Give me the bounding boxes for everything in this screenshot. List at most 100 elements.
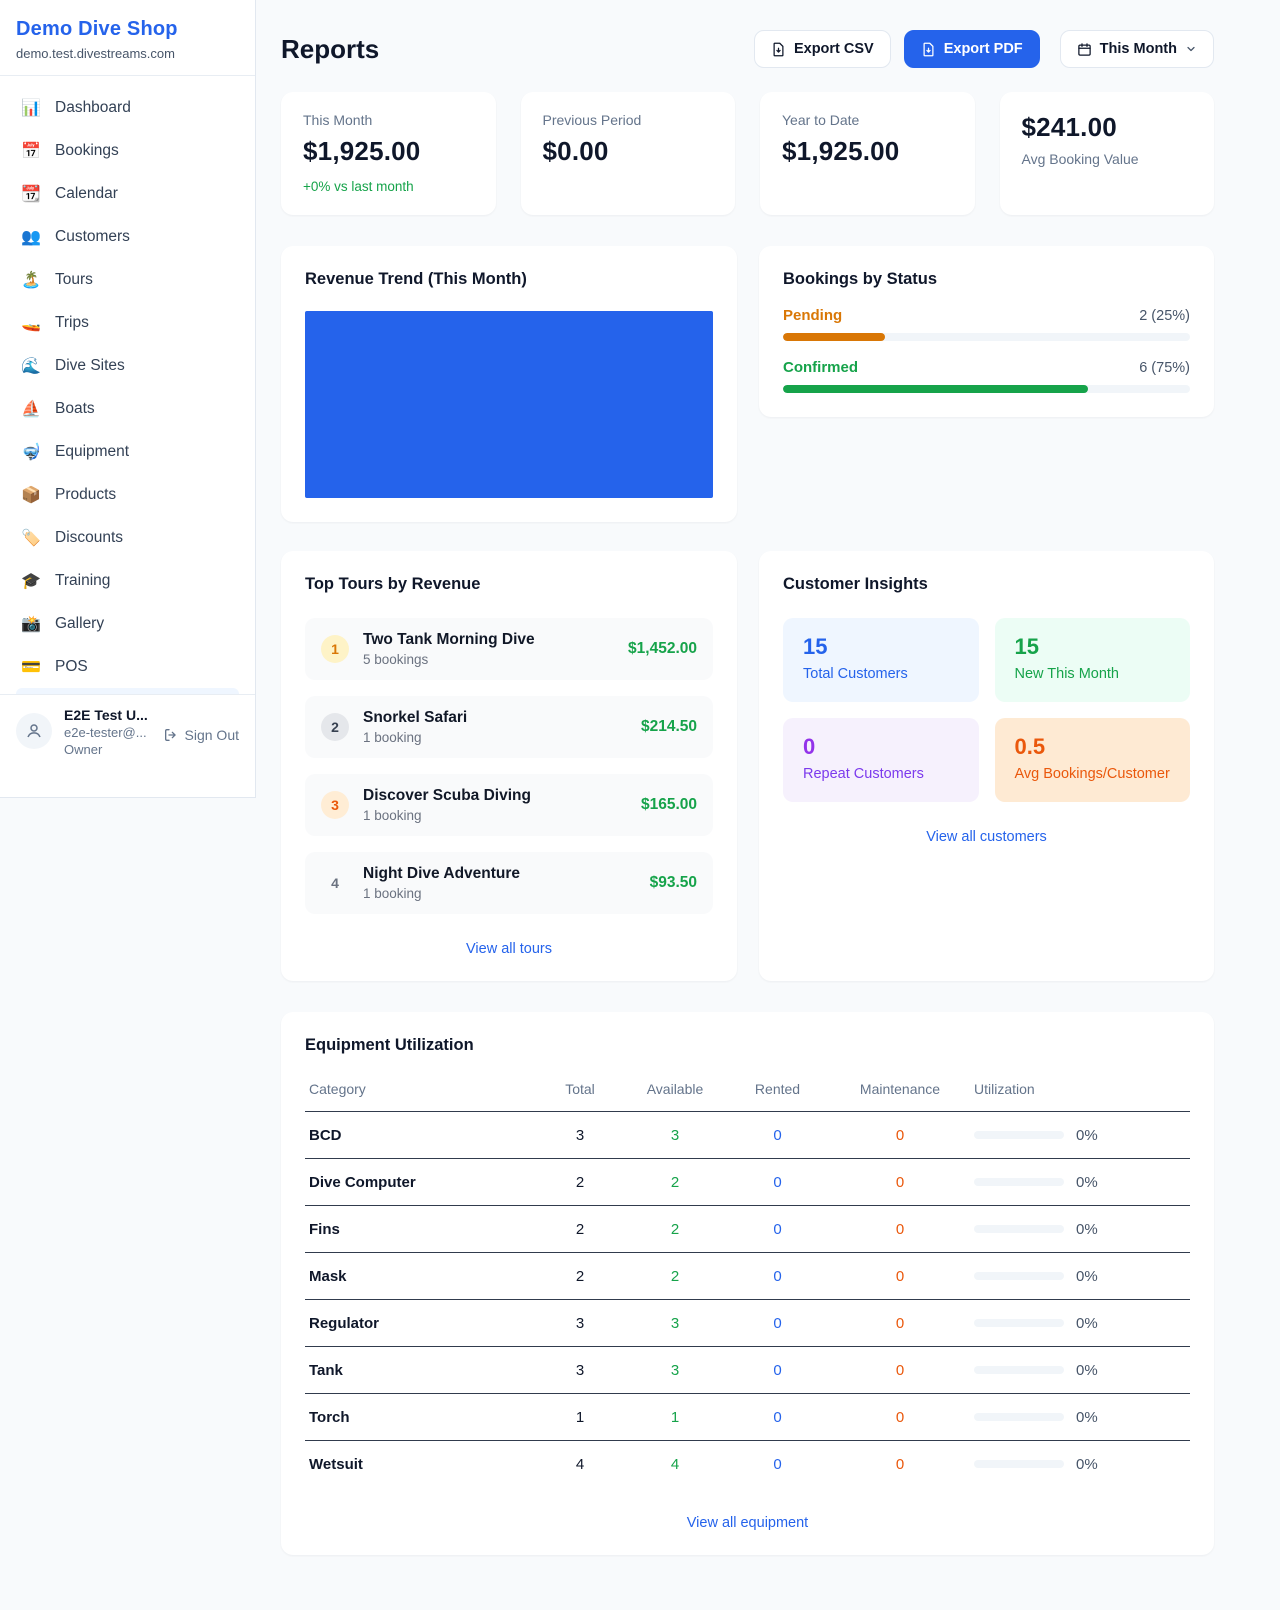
utilization-bar xyxy=(974,1131,1064,1139)
sidebar-user-footer: E2E Test U... e2e-tester@... Owner Sign … xyxy=(0,694,255,769)
cell-available: 4 xyxy=(670,1455,680,1473)
sidebar-item-trips[interactable]: 🚤 Trips xyxy=(8,301,247,344)
cell-category: Mask xyxy=(305,1252,535,1300)
cell-category: Fins xyxy=(305,1205,535,1253)
sidebar-item-training[interactable]: 🎓 Training xyxy=(8,559,247,602)
sidebar-item-boats[interactable]: ⛵ Boats xyxy=(8,387,247,430)
status-label: Confirmed xyxy=(783,359,858,376)
wave-icon: 🌊 xyxy=(21,357,41,375)
camera-icon: 📸 xyxy=(21,615,41,633)
stat-label: Year to Date xyxy=(782,112,860,128)
sidebar-item-tours[interactable]: 🏝️ Tours xyxy=(8,258,247,301)
view-all-tours-link[interactable]: View all tours xyxy=(466,941,552,957)
top-tours-title: Top Tours by Revenue xyxy=(305,575,481,593)
tour-bookings: 1 booking xyxy=(363,730,422,745)
sidebar: Demo Dive Shop demo.test.divestreams.com… xyxy=(0,0,256,798)
cell-total: 2 xyxy=(535,1252,625,1300)
sidebar-item-bookings[interactable]: 📅 Bookings xyxy=(8,129,247,172)
sign-out-button[interactable]: Sign Out xyxy=(163,727,239,743)
revenue-trend-title: Revenue Trend (This Month) xyxy=(305,270,527,288)
sidebar-item-dive-sites[interactable]: 🌊 Dive Sites xyxy=(8,344,247,387)
tile-label: Avg Bookings/Customer xyxy=(1014,766,1170,782)
utilization-percent: 0% xyxy=(1076,1455,1098,1473)
sidebar-item-reports-selected-partial[interactable] xyxy=(16,688,239,694)
list-item: 2 Snorkel Safari 1 booking $214.50 xyxy=(305,696,713,758)
tour-revenue: $214.50 xyxy=(640,718,697,735)
view-all-equipment-link[interactable]: View all equipment xyxy=(686,1514,809,1531)
export-pdf-button[interactable]: Export PDF xyxy=(903,30,1040,68)
cell-utilization: 0% xyxy=(970,1346,1190,1394)
sidebar-item-equipment[interactable]: 🤿 Equipment xyxy=(8,430,247,473)
column-header-available: Available xyxy=(625,1069,725,1112)
cell-rented: 0 xyxy=(773,1455,782,1473)
credit-card-icon: 💳 xyxy=(21,658,41,676)
stat-delta: +0% vs last month xyxy=(303,179,414,194)
table-row: Tank 3 3 0 0 0% xyxy=(305,1346,1190,1394)
column-header-total: Total xyxy=(535,1069,625,1112)
user-info: E2E Test U... e2e-tester@... Owner xyxy=(64,707,148,757)
cell-total: 4 xyxy=(575,1455,585,1473)
list-item: 4 Night Dive Adventure 1 booking $93.50 xyxy=(305,852,713,914)
export-csv-button[interactable]: Export CSV xyxy=(753,30,891,68)
avatar xyxy=(16,713,52,749)
utilization-bar xyxy=(974,1319,1064,1327)
user-name: E2E Test U... xyxy=(64,707,148,723)
progress-track xyxy=(783,333,1190,341)
sign-out-icon xyxy=(164,729,176,741)
tile-new-this-month: 15 New This Month xyxy=(994,618,1190,702)
tile-repeat-customers: 0 Repeat Customers xyxy=(783,718,979,802)
customer-insights-card: Customer Insights 15 Total Customers 15 … xyxy=(759,551,1214,981)
cell-rented: 0 xyxy=(725,1393,830,1441)
view-all-customers-link[interactable]: View all customers xyxy=(926,829,1047,845)
progress-track xyxy=(783,385,1190,393)
column-header-rented: Rented xyxy=(725,1069,830,1112)
tour-revenue: $1,452.00 xyxy=(628,640,697,657)
cell-total: 3 xyxy=(535,1111,625,1159)
cell-maintenance: 0 xyxy=(830,1111,970,1159)
sidebar-item-pos[interactable]: 💳 POS xyxy=(8,645,247,688)
topbar: Reports Export CSV Export PDF This Month xyxy=(281,30,1214,68)
cell-rented: 0 xyxy=(725,1299,830,1347)
cell-maintenance: 0 xyxy=(830,1393,970,1441)
stat-card-previous-period: Previous Period $0.00 xyxy=(520,92,735,215)
sidebar-item-calendar[interactable]: 📆 Calendar xyxy=(8,172,247,215)
table-row: Wetsuit 4 4 0 0 0% xyxy=(305,1441,1190,1488)
shop-name: Demo Dive Shop xyxy=(16,18,178,40)
stat-card-avg-booking-value: $241.00 Avg Booking Value xyxy=(999,92,1214,215)
utilization-bar xyxy=(974,1413,1064,1421)
sidebar-item-label: Trips xyxy=(55,313,89,331)
utilization-percent: 0% xyxy=(1076,1408,1098,1426)
customer-insights-title: Customer Insights xyxy=(783,575,928,593)
sidebar-item-discounts[interactable]: 🏷️ Discounts xyxy=(8,516,247,559)
utilization-bar xyxy=(974,1366,1064,1374)
cell-utilization: 0% xyxy=(970,1158,1190,1206)
sidebar-item-products[interactable]: 📦 Products xyxy=(8,473,247,516)
cell-maintenance: 0 xyxy=(830,1205,970,1253)
period-dropdown[interactable]: This Month xyxy=(1059,30,1214,68)
tour-bookings: 1 booking xyxy=(363,808,422,823)
sidebar-item-customers[interactable]: 👥 Customers xyxy=(8,215,247,258)
tour-revenue: $93.50 xyxy=(649,874,697,891)
tile-label: Total Customers xyxy=(803,666,908,682)
column-header-utilization: Utilization xyxy=(970,1069,1190,1112)
utilization-bar xyxy=(974,1225,1064,1233)
sidebar-item-label: Customers xyxy=(55,227,130,245)
shop-domain: demo.test.divestreams.com xyxy=(16,46,175,61)
calendar-outline-icon xyxy=(1077,42,1091,56)
equipment-utilization-title: Equipment Utilization xyxy=(305,1036,474,1054)
insights-row: Top Tours by Revenue 1 Two Tank Morning … xyxy=(281,551,1214,981)
stat-value: $0.00 xyxy=(542,136,609,166)
people-icon: 👥 xyxy=(21,228,41,246)
table-row: Torch 1 1 0 0 0% xyxy=(305,1393,1190,1441)
cell-category: Tank xyxy=(305,1346,535,1394)
table-row: Fins 2 2 0 0 0% xyxy=(305,1205,1190,1253)
sidebar-header: Demo Dive Shop demo.test.divestreams.com xyxy=(0,0,255,76)
status-row-confirmed: Confirmed 6 (75%) xyxy=(783,359,1190,393)
sidebar-item-dashboard[interactable]: 📊 Dashboard xyxy=(8,86,247,129)
sidebar-item-gallery[interactable]: 📸 Gallery xyxy=(8,602,247,645)
cell-rented: 0 xyxy=(725,1346,830,1394)
cell-utilization: 0% xyxy=(970,1393,1190,1441)
bar-chart-icon: 📊 xyxy=(21,99,41,117)
sidebar-item-label: Products xyxy=(55,485,117,503)
cell-category: Dive Computer xyxy=(305,1158,535,1206)
